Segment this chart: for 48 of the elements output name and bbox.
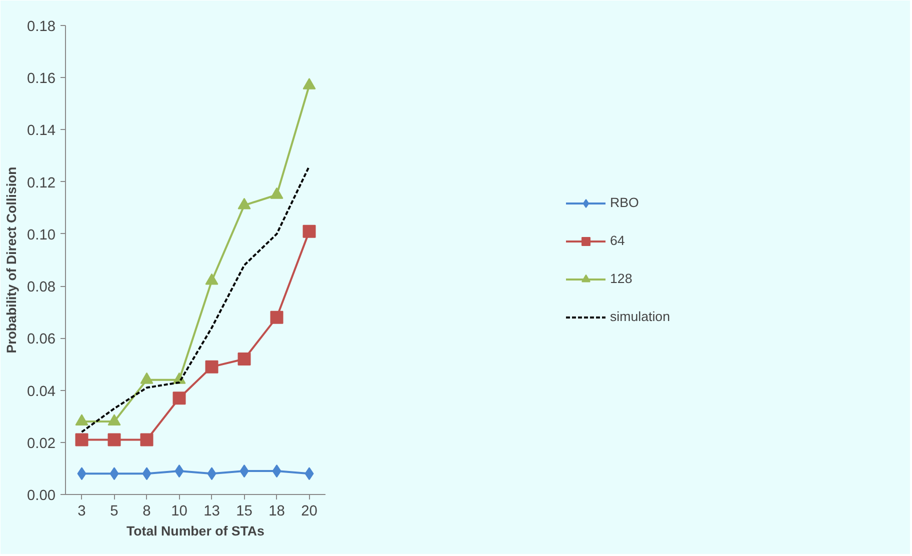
point — [304, 467, 314, 480]
y-axis-title: Probability of Direct Collision — [4, 166, 19, 354]
point — [172, 392, 186, 405]
x-axis-title: Total Number of STAs — [126, 524, 264, 538]
point — [238, 198, 251, 210]
point — [205, 360, 218, 374]
legend-label: RBO — [610, 195, 639, 210]
point — [140, 433, 154, 446]
point — [270, 187, 284, 199]
y-tick-label: 0.18 — [26, 19, 56, 35]
point — [142, 467, 152, 480]
x-tick-label: 20 — [301, 504, 318, 520]
y-tick-label: 0.16 — [26, 71, 56, 88]
point — [77, 467, 86, 480]
point — [174, 464, 184, 478]
point — [240, 464, 249, 478]
point — [207, 467, 216, 480]
point — [205, 273, 218, 285]
point — [75, 414, 88, 426]
x-tick-label: 10 — [171, 504, 188, 520]
y-tick-label: 0.04 — [26, 384, 56, 400]
y-tick-label: 0.00 — [26, 488, 56, 504]
x-tick-label: 15 — [236, 504, 252, 520]
point — [108, 433, 121, 446]
point — [302, 78, 316, 90]
x-tick-label: 5 — [110, 504, 118, 520]
x-tick-label: 3 — [78, 504, 86, 520]
y-tick-label: 0.14 — [26, 123, 56, 140]
y-tick-label: 0.08 — [26, 280, 56, 296]
x-tick-label: 18 — [268, 504, 285, 520]
y-tick-label: 0.10 — [26, 227, 56, 244]
x-tick-label: 13 — [204, 504, 220, 520]
legend-label: simulation — [610, 309, 670, 324]
y-tick-label: 0.02 — [26, 436, 56, 452]
y-tick-label: 0.12 — [26, 175, 56, 192]
point — [272, 464, 282, 478]
point — [110, 467, 119, 480]
point — [108, 414, 121, 426]
point — [302, 224, 316, 238]
line-series — [80, 165, 310, 433]
point — [270, 310, 284, 324]
legend-label: 64 — [610, 233, 626, 248]
point — [238, 352, 251, 366]
point — [75, 433, 88, 446]
point — [140, 372, 154, 384]
legend-label: 128 — [610, 271, 632, 286]
x-tick-label: 8 — [142, 504, 151, 520]
y-tick-label: 0.06 — [26, 332, 56, 348]
